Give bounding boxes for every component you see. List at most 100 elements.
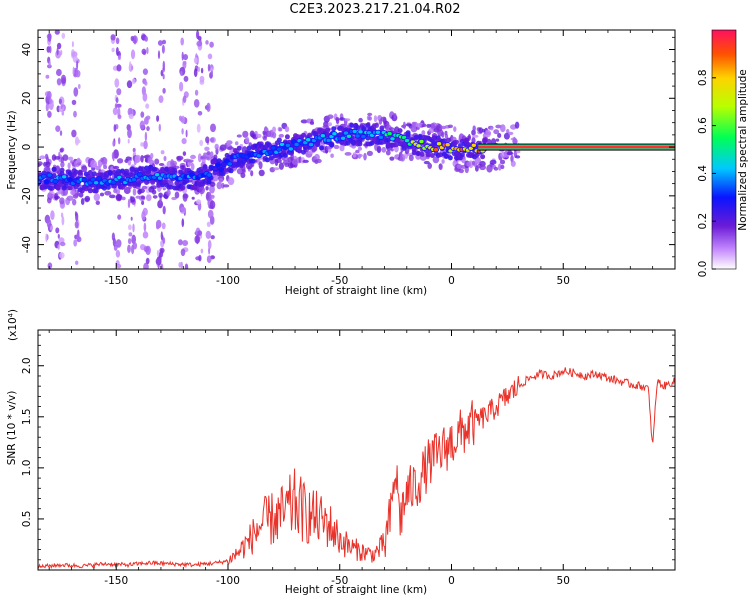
spectrogram-band-cell — [168, 184, 174, 190]
spectrogram-noise-cell — [115, 250, 121, 258]
spectrogram-noise-cell — [161, 39, 167, 45]
spectrogram-halo-cell — [421, 130, 426, 136]
spectrogram-noise-cell — [193, 99, 200, 108]
carrier-core — [478, 145, 675, 149]
spectrogram-noise-cell — [116, 64, 122, 72]
spectrogram-noise-cell — [162, 74, 165, 80]
spectrogram-ridge-core — [361, 134, 366, 139]
spectrogram-band-cell — [67, 185, 73, 191]
y-tick-label: 40 — [21, 43, 33, 56]
spectrogram-noise-cell — [60, 212, 64, 218]
spectrogram-noise-cell — [198, 254, 202, 262]
spectrogram-halo-cell — [515, 155, 521, 159]
spectrogram-ridge-core — [306, 138, 311, 142]
spectrogram-band-cell — [307, 132, 313, 138]
spectrogram-halo-cell — [485, 129, 491, 138]
x-tick-label: -100 — [216, 275, 240, 287]
spectrogram-band-cell — [83, 186, 89, 192]
spectrogram-band-cell — [379, 125, 385, 131]
spectrogram-noise-cell — [129, 60, 132, 71]
spectrogram-band-cell — [437, 152, 443, 158]
spectrogram-noise-cell — [47, 64, 52, 69]
spectrogram-band-cell — [124, 168, 129, 174]
spectrogram-noise-cell — [200, 248, 204, 254]
spectrogram-halo-cell — [174, 191, 180, 199]
colorbar-label: Normalized spectral amplitude — [737, 69, 749, 230]
spectrogram-noise-cell — [72, 66, 75, 76]
spectrogram-band-cell — [297, 148, 302, 154]
spectrogram-noise-cell — [155, 257, 162, 266]
spectrogram-halo-cell — [514, 121, 520, 129]
spectrogram-noise-cell — [156, 115, 160, 122]
x-tick-label: 0 — [448, 575, 455, 587]
spectrogram-noise-cell — [61, 111, 65, 116]
spectrogram-noise-cell — [144, 36, 148, 42]
spectrogram-ridge-core — [47, 173, 52, 177]
spectrogram-halo-cell — [45, 161, 51, 168]
spectrogram-noise-cell — [160, 231, 163, 241]
spectrogram-halo-cell — [103, 164, 108, 170]
spectrogram-halo-cell — [99, 192, 105, 197]
spectrogram-band-cell — [246, 145, 252, 151]
spectrogram-ridge-core — [91, 178, 96, 182]
spectrogram-band-cell — [459, 152, 465, 158]
spectrogram-noise-cell — [127, 244, 131, 253]
spectrogram-halo-cell — [258, 169, 265, 177]
spectrogram-band-cell — [445, 137, 451, 143]
spectrogram-noise-cell — [142, 231, 149, 239]
spectrogram-halo-cell — [80, 198, 85, 205]
spectrogram-band-cell — [357, 141, 363, 147]
spectrogram-noise-cell — [146, 47, 149, 55]
spectrogram-noise-cell — [210, 235, 215, 240]
spectrogram-ridge-core — [111, 180, 116, 184]
spectrogram-heatmap — [38, 30, 675, 269]
spectrogram-halo-cell — [109, 194, 116, 199]
spectrogram-noise-cell — [197, 153, 202, 163]
spectrogram-halo-cell — [272, 126, 277, 133]
spectrogram-halo-cell — [456, 164, 463, 169]
spectrogram-noise-cell — [71, 99, 77, 105]
spectrogram-noise-cell — [207, 53, 213, 60]
spectrogram-halo-cell — [66, 195, 74, 201]
spectrogram-noise-cell — [59, 252, 65, 259]
spectrogram-band-cell — [425, 152, 431, 158]
spectrogram-noise-cell — [157, 40, 163, 46]
spectrogram-halo-cell — [275, 158, 282, 163]
spectrogram-halo-cell — [154, 158, 160, 165]
spectrogram-halo-cell — [125, 156, 132, 161]
spectrogram-noise-cell — [183, 54, 188, 61]
spectrogram-noise-cell — [193, 57, 198, 64]
spectrogram-band-cell — [156, 182, 162, 188]
spectrogram-halo-cell — [158, 192, 163, 198]
spectrogram-halo-cell — [214, 143, 219, 150]
spectrogram-halo-cell — [339, 117, 346, 121]
spectrogram-ridge-core — [215, 163, 221, 167]
spectrogram-ridge-core — [268, 150, 273, 155]
spectrogram-halo-cell — [472, 134, 479, 138]
spectrogram-noise-cell — [197, 230, 203, 236]
spectrogram-halo-cell — [205, 186, 209, 191]
spectrogram-halo-cell — [273, 167, 280, 171]
spectrogram-halo-cell — [93, 193, 101, 202]
spectrogram-halo-cell — [335, 117, 340, 122]
spectrogram-noise-cell — [205, 230, 211, 239]
spectrogram-halo-cell — [113, 188, 118, 194]
spectrogram-noise-cell — [145, 245, 151, 255]
spectrogram-noise-cell — [114, 78, 120, 88]
spectrogram-noise-cell — [141, 48, 147, 55]
spectrogram-ridge-core — [433, 148, 439, 152]
spectrogram-band-cell — [371, 124, 377, 130]
spectrogram-noise-cell — [131, 78, 136, 84]
colorbar-tick-label: 0.6 — [697, 117, 709, 134]
spectrogram-halo-cell — [203, 152, 208, 157]
spectrogram-noise-cell — [181, 138, 187, 145]
spectrogram-noise-cell — [180, 248, 186, 257]
spectrogram-halo-cell — [190, 154, 196, 160]
spectrogram-halo-cell — [84, 195, 91, 202]
spectrogram-halo-cell — [90, 159, 97, 168]
spectrogram-noise-cell — [157, 200, 164, 209]
spectrogram-ridge-core — [468, 146, 474, 150]
spectrogram-halo-cell — [258, 161, 263, 170]
spectrogram-band-cell — [474, 153, 479, 158]
spectrogram-noise-cell — [112, 153, 115, 162]
